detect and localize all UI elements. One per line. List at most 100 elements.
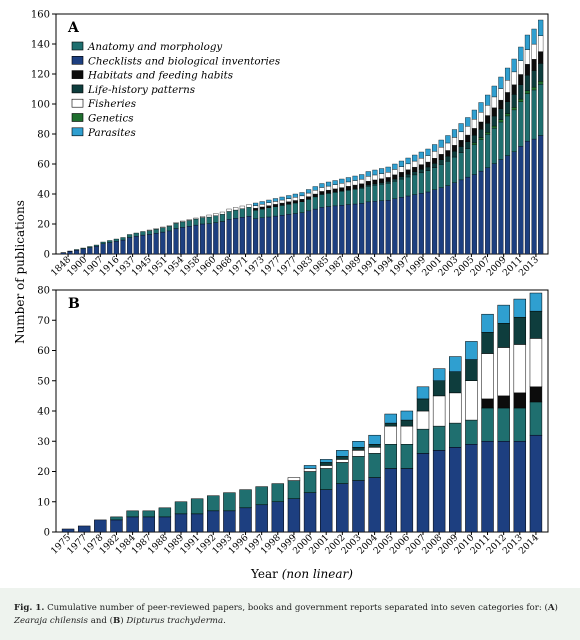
bar-segment-a (359, 174, 365, 180)
y-tick-label-b: 80 (37, 286, 50, 297)
bar-segment-a (206, 216, 212, 224)
bar-segment-a (425, 161, 431, 168)
bar-segment-a (133, 236, 139, 255)
bar-segment-b (384, 422, 397, 427)
bar-segment-a (372, 201, 378, 255)
bar-segment-a (378, 173, 385, 179)
bar-segment-a (279, 199, 285, 204)
bar-segment-b (497, 323, 510, 348)
bar-segment-a (166, 225, 172, 227)
bar-segment-b (481, 441, 494, 533)
bar-segment-b (303, 465, 317, 469)
y-tick-label-b: 60 (37, 346, 50, 357)
bar-segment-a (160, 227, 166, 233)
bar-segment-a (418, 193, 424, 255)
bar-segment-a (425, 191, 431, 255)
bar-segment-a (372, 174, 378, 181)
bar-segment-a (372, 185, 378, 202)
bar-segment-a (266, 202, 272, 206)
bar-segment-b (416, 453, 430, 533)
bar-segment-a (239, 205, 245, 209)
bar-segment-a (286, 198, 292, 202)
bar-segment-a (504, 115, 511, 156)
bar-segment-a (339, 205, 345, 255)
bar-segment-a (504, 155, 511, 255)
bar-segment-a (180, 220, 186, 223)
bar-segment-a (438, 146, 444, 155)
bar-segment-a (299, 199, 305, 202)
bar-segment-a (485, 134, 491, 168)
panel-letter-b: B (68, 296, 80, 312)
bar-segment-a (233, 209, 239, 219)
bar-segment-a (471, 109, 477, 120)
bar-segment-a (524, 75, 530, 92)
bar-segment-a (478, 137, 484, 140)
bar-segment-a (325, 189, 332, 194)
bar-segment-b (336, 462, 349, 484)
bar-segment-a (359, 203, 365, 255)
bar-segment-a (531, 138, 537, 255)
bar-segment-b (497, 407, 510, 442)
bar-segment-a (259, 208, 265, 218)
bar-segment-a (511, 58, 517, 73)
bar-segment-a (471, 142, 477, 145)
bar-segment-b (497, 304, 510, 324)
bar-segment-a (531, 89, 537, 140)
bar-segment-a (392, 163, 398, 170)
bar-segment-a (345, 181, 351, 187)
bar-segment-a (398, 160, 405, 167)
bar-segment-b (336, 456, 349, 460)
y-tick-label-a: 40 (37, 190, 50, 201)
bar-segment-a (538, 135, 544, 255)
y-tick-label-a: 100 (31, 100, 50, 111)
bar-segment-a (153, 233, 159, 255)
bar-segment-a (485, 167, 491, 255)
bar-segment-a (498, 119, 504, 123)
bar-segment-a (127, 237, 133, 255)
y-tick-label-b: 0 (44, 528, 50, 539)
bar-segment-a (292, 213, 298, 255)
bar-segment-a (180, 227, 186, 255)
bar-segment-b (287, 480, 301, 499)
bar-segment-a (319, 187, 325, 192)
bar-segment-a (186, 220, 192, 227)
bar-segment-b (303, 471, 317, 493)
bar-segment-a (398, 166, 405, 173)
bar-segment-a (339, 191, 345, 206)
bar-segment-a (93, 246, 100, 255)
bar-segment-a (385, 181, 391, 184)
bar-segment-b (400, 444, 414, 469)
bar-segment-a (359, 178, 365, 184)
bar-segment-a (465, 148, 471, 178)
bar-segment-b (449, 447, 462, 533)
bar-segment-a (471, 135, 477, 144)
bar-segment-b (190, 513, 204, 533)
bar-segment-b (336, 459, 349, 463)
bar-segment-a (378, 178, 385, 183)
bar-segment-a (372, 169, 378, 176)
bar-segment-a (219, 221, 226, 255)
bar-segment-b (400, 425, 414, 445)
caption-species-a: Zearaja chilensis (14, 616, 88, 626)
bar-segment-a (299, 201, 305, 213)
bar-segment-b (497, 441, 510, 533)
bar-segment-a (140, 234, 146, 255)
bar-segment-a (385, 177, 391, 182)
bar-segment-a (253, 205, 259, 209)
bar-segment-a (299, 192, 305, 197)
bar-segment-b (271, 501, 285, 533)
bar-segment-a (166, 230, 172, 255)
bar-segment-b (319, 459, 333, 463)
bar-segment-a (166, 226, 172, 232)
bar-segment-a (246, 207, 252, 217)
bar-segment-a (465, 134, 471, 142)
bar-segment-a (478, 112, 484, 123)
bar-segment-a (491, 163, 497, 255)
bar-segment-a (405, 195, 411, 255)
bar-segment-b (449, 356, 462, 372)
bar-segment-a (266, 205, 272, 209)
bar-segment-a (471, 119, 477, 129)
bar-segment-a (511, 94, 517, 108)
bar-segment-a (246, 204, 252, 208)
bar-segment-a (418, 169, 424, 174)
